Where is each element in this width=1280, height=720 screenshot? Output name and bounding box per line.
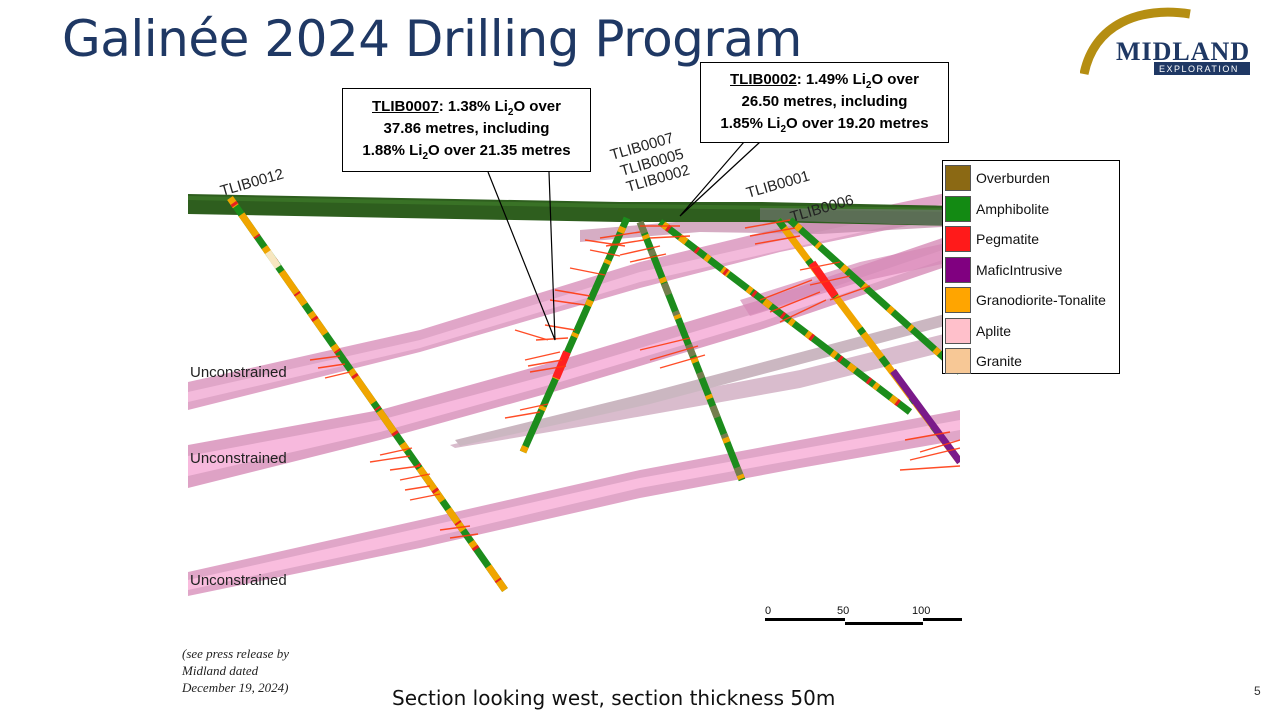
legend-item-granodiorite-tonalite: Granodiorite-Tonalite: [945, 285, 1119, 316]
unconstrained-label-middle: Unconstrained: [190, 450, 287, 467]
callout-incl-length: O over 21.35 metres: [428, 142, 571, 159]
drill-hole-tlib0001: [775, 217, 960, 465]
drill-hole-tlib0007: [519, 216, 631, 454]
drill-hole-tlib0012: [227, 195, 508, 593]
legend-label: Pegmatite: [976, 231, 1040, 248]
press-release-footnote: (see press release by Midland dated Dece…: [182, 645, 322, 696]
callout-grade: : 1.49% Li: [796, 71, 866, 88]
legend-swatch: [945, 226, 971, 253]
dyke-band-middle: [188, 232, 960, 488]
callout-incl-length: O over 19.20 metres: [786, 115, 929, 132]
logo-arc: [1079, 7, 1191, 76]
dyke-band-upper: [188, 190, 960, 410]
leader-tlib0007: [487, 171, 556, 341]
dyke-band-lower: [188, 410, 960, 596]
callout-length: 26.50 metres, including: [741, 93, 908, 110]
lithology-legend: Overburden Amphibolite Pegmatite MaficIn…: [942, 160, 1120, 377]
legend-item-amphibolite: Amphibolite: [945, 194, 1119, 225]
footnote-line: (see press release by: [182, 646, 289, 661]
legend-item-mafic-intrusive: MaficIntrusive: [945, 255, 1119, 286]
callout-hole-id: TLIB0007: [372, 98, 439, 115]
callout-subscript: 2: [780, 124, 786, 135]
legend-label: Aplite: [976, 322, 1012, 339]
legend-swatch: [945, 195, 971, 222]
callout-hole-id: TLIB0002: [730, 71, 797, 88]
scale-bar: 0 50 100: [762, 604, 962, 628]
legend-item-pegmatite: Pegmatite: [945, 224, 1119, 255]
scale-tick-0: 0: [765, 605, 771, 617]
legend-swatch: [945, 165, 971, 192]
legend-label: Granodiorite-Tonalite: [976, 292, 1106, 309]
legend-swatch: [945, 287, 971, 314]
logo-sub-band: [1154, 62, 1250, 75]
legend-item-granite: Granite: [945, 346, 1119, 377]
page-number: 5: [1254, 684, 1261, 698]
callout-incl-grade: 1.85% Li: [720, 115, 781, 132]
scale-segment-3: [923, 618, 962, 621]
leader-tlib0002: [679, 141, 761, 217]
scale-segment-1: [765, 618, 845, 621]
legend-label: Amphibolite: [976, 200, 1050, 217]
callout-tlib0007: TLIB0007: 1.38% Li2O over 37.86 metres, …: [342, 88, 591, 172]
callout-subscript: 2: [507, 107, 514, 118]
label-tlib0012: TLIB0012: [218, 166, 285, 200]
pegmatite-intercepts: [309, 219, 960, 539]
unconstrained-label-lower: Unconstrained: [190, 572, 287, 589]
legend-swatch: [945, 348, 971, 375]
section-caption: Section looking west, section thickness …: [392, 686, 836, 710]
callout-subscript: 2: [422, 151, 428, 162]
callout-tlib0002: TLIB0002: 1.49% Li2O over 26.50 metres, …: [700, 62, 949, 143]
midland-logo: MIDLAND EXPLORATION: [1079, 4, 1260, 78]
callout-incl-grade: 1.88% Li: [362, 142, 423, 159]
legend-label: Overburden: [976, 170, 1050, 187]
callout-grade-end: O over: [871, 71, 919, 88]
legend-item-overburden: Overburden: [945, 163, 1119, 194]
callout-length: 37.86 metres, including: [383, 120, 550, 137]
footnote-line: December 19, 2024): [182, 680, 289, 695]
drill-hole-tlib0005: [636, 220, 746, 482]
callout-grade: : 1.38% Li: [438, 98, 508, 115]
drill-hole-tlib0006: [787, 217, 960, 375]
slide-title: Galinée 2024 Drilling Program: [62, 10, 802, 68]
legend-swatch: [945, 256, 971, 283]
logo-sub-text: EXPLORATION: [1159, 64, 1239, 74]
legend-item-aplite: Aplite: [945, 316, 1119, 347]
footnote-line: Midland dated: [182, 663, 259, 678]
scale-tick-100: 100: [912, 605, 930, 617]
label-tlib0001: TLIB0001: [744, 168, 811, 202]
legend-swatch: [945, 317, 971, 344]
drill-hole-tlib0002: [657, 219, 913, 415]
legend-label: Granite: [976, 353, 1022, 370]
unconstrained-label-upper: Unconstrained: [190, 364, 287, 381]
scale-tick-50: 50: [837, 605, 849, 617]
legend-label: MaficIntrusive: [976, 261, 1063, 278]
logo-main-text: MIDLAND: [1116, 37, 1250, 66]
callout-leaders: [487, 141, 761, 341]
callout-subscript: 2: [865, 80, 872, 91]
callout-grade-end: O over: [513, 98, 561, 115]
scale-segment-2: [845, 622, 923, 625]
